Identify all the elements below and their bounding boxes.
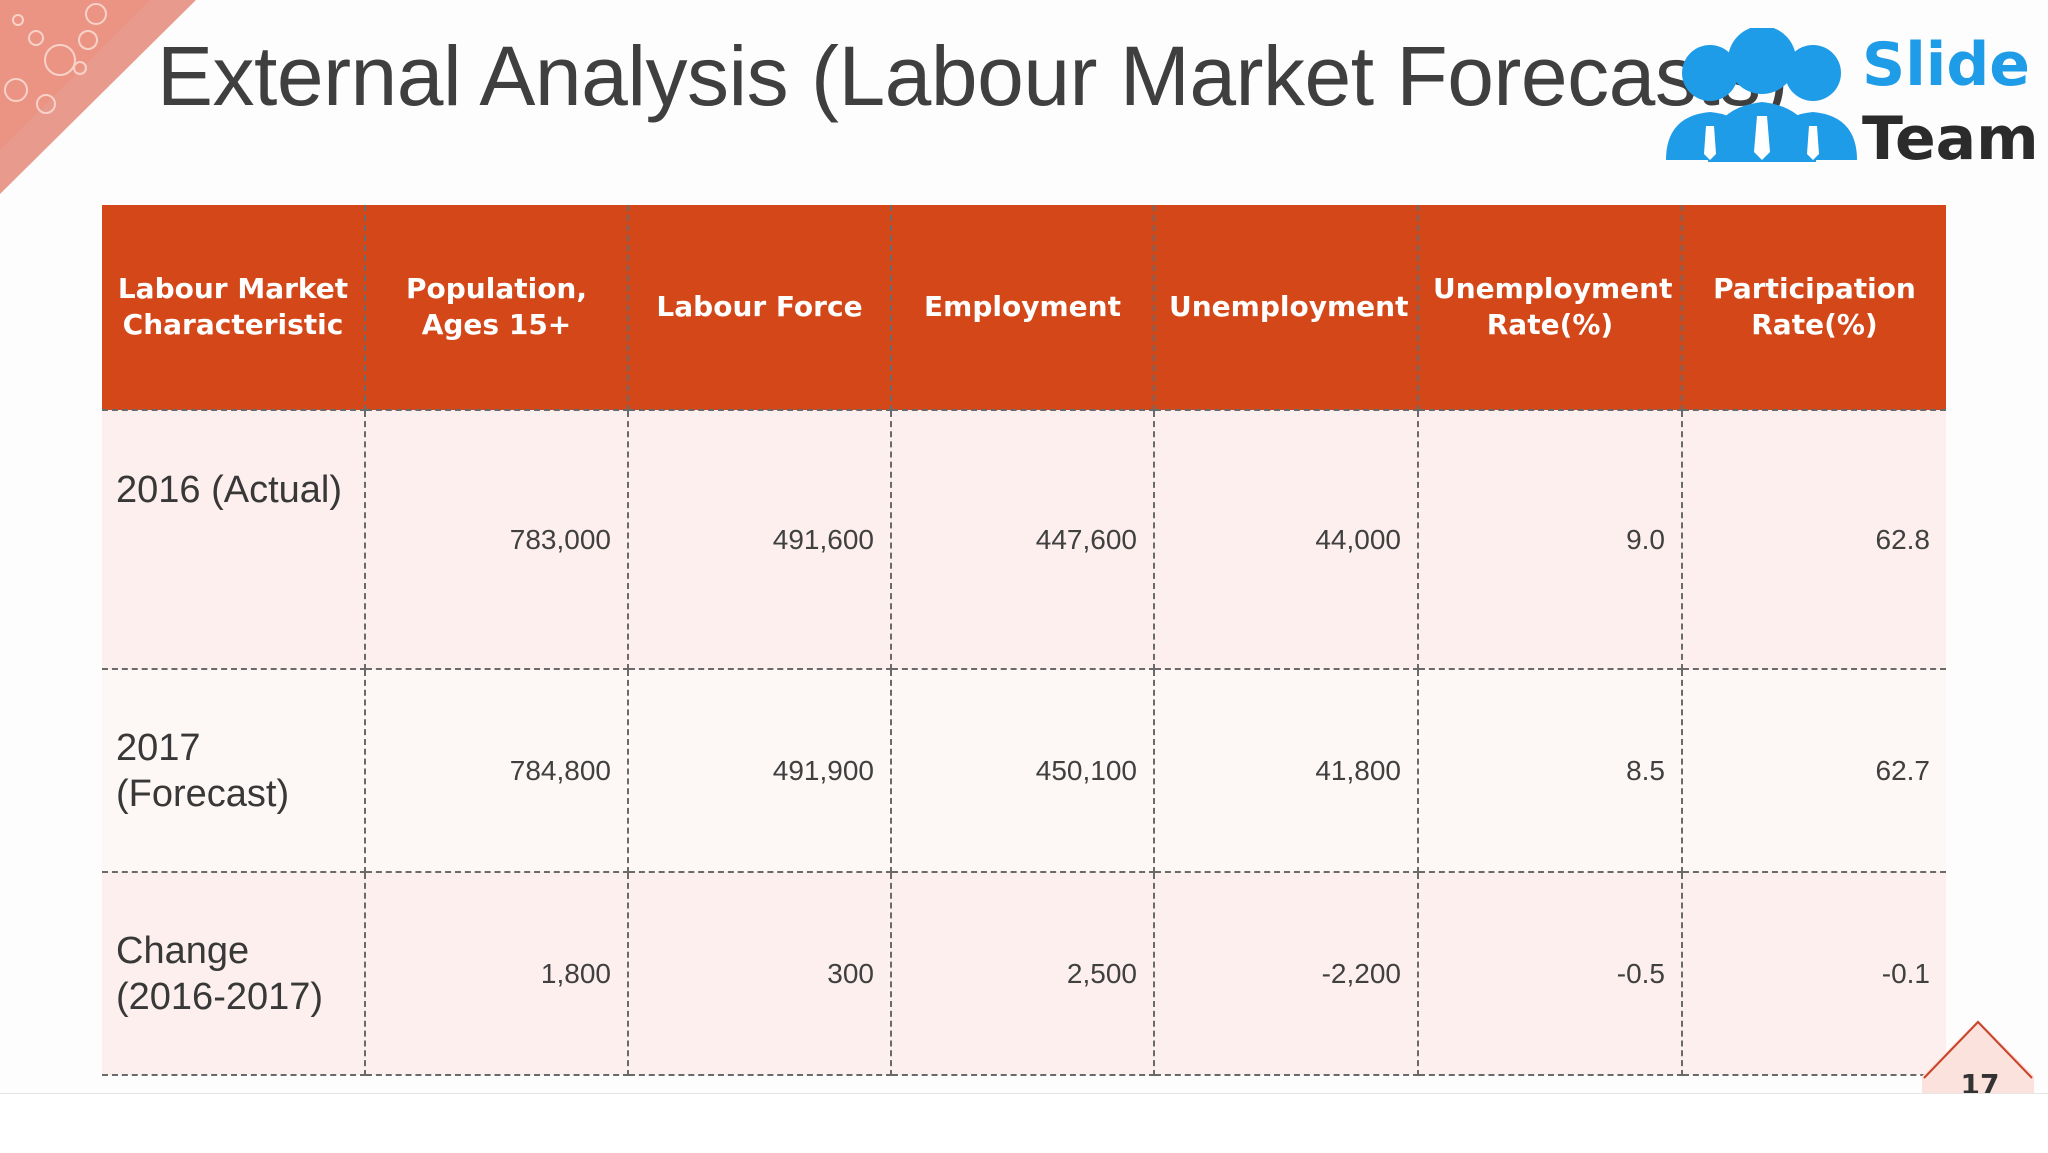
header-labour-market-characteristic: Labour Market Characteristic <box>102 205 366 411</box>
cell-labour-force: 491,600 <box>627 409 892 670</box>
row-label: 2017 (Forecast) <box>102 668 366 873</box>
cell-participation-rate: -0.1 <box>1681 871 1946 1076</box>
cell-unemployment-rate: -0.5 <box>1417 871 1683 1076</box>
table-row: Change (2016-2017) 1,800 300 2,500 -2,20… <box>102 871 1946 1076</box>
header-labour-force: Labour Force <box>627 205 892 411</box>
header-employment: Employment <box>890 205 1155 411</box>
cell-employment: 447,600 <box>890 409 1155 670</box>
table-row: 2016 (Actual) 783,000 491,600 447,600 44… <box>102 409 1946 670</box>
cell-employment: 450,100 <box>890 668 1155 873</box>
cell-population: 783,000 <box>364 409 629 670</box>
header-population: Population, Ages 15+ <box>364 205 629 411</box>
labour-market-table: Labour Market Characteristic Population,… <box>102 205 1946 1076</box>
table-row: 2017 (Forecast) 784,800 491,900 450,100 … <box>102 668 1946 873</box>
slideteam-logo-icon <box>1666 28 1857 162</box>
cell-population: 784,800 <box>364 668 629 873</box>
row-label: 2016 (Actual) <box>102 409 366 670</box>
cell-unemployment: 41,800 <box>1153 668 1419 873</box>
page-number-badge-icon <box>1922 1020 2034 1094</box>
cell-labour-force: 300 <box>627 871 892 1076</box>
logo-text-team: Team <box>1862 104 2039 174</box>
logo-text-slide: Slide <box>1862 30 2030 100</box>
cell-participation-rate: 62.8 <box>1681 409 1946 670</box>
cell-unemployment-rate: 9.0 <box>1417 409 1683 670</box>
cell-employment: 2,500 <box>890 871 1155 1076</box>
header-participation-rate: Participation Rate(%) <box>1681 205 1946 411</box>
row-label: Change (2016-2017) <box>102 871 366 1076</box>
header-unemployment-rate: Unemployment Rate(%) <box>1417 205 1683 411</box>
header-unemployment: Unemployment <box>1153 205 1419 411</box>
cell-participation-rate: 62.7 <box>1681 668 1946 873</box>
page-title: External Analysis (Labour Market Forecas… <box>157 29 1789 123</box>
corner-decoration <box>0 0 196 194</box>
page-number: 17 <box>1960 1068 2000 1094</box>
cell-unemployment: -2,200 <box>1153 871 1419 1076</box>
table-header-row: Labour Market Characteristic Population,… <box>102 205 1946 411</box>
slide: External Analysis (Labour Market Forecas… <box>0 0 2039 1094</box>
cell-unemployment-rate: 8.5 <box>1417 668 1683 873</box>
bottom-band <box>0 1093 2048 1153</box>
cell-population: 1,800 <box>364 871 629 1076</box>
cell-unemployment: 44,000 <box>1153 409 1419 670</box>
cell-labour-force: 491,900 <box>627 668 892 873</box>
